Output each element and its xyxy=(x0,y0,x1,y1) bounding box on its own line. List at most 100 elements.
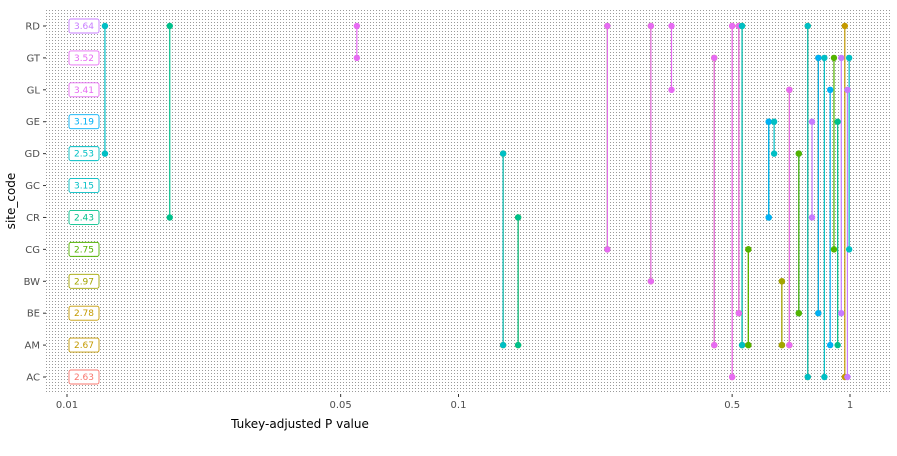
mean-label-bw: 2.97 xyxy=(68,273,100,289)
comparison-point xyxy=(745,341,752,349)
y-tick-label-rd: RD xyxy=(25,22,40,33)
comparison-point xyxy=(728,22,736,30)
comparison-point xyxy=(845,54,853,62)
comparison-point xyxy=(765,214,772,221)
x-axis-title: Tukey-adjusted P value xyxy=(230,417,369,431)
comparison-point xyxy=(728,373,736,381)
comparison-point xyxy=(604,246,611,253)
comparison-point xyxy=(499,150,507,157)
y-axis: AC AM BE BW CG CR GC GD GE GL GT RD xyxy=(24,22,46,384)
comparison-point xyxy=(838,309,845,317)
x-tick-label: 0.01 xyxy=(56,400,78,411)
comparison-point xyxy=(804,373,811,381)
mean-labels-layer: 3.64 3.52 3.41 3.19 2.53 3.15 2.43 2.75 2.97 2.78… xyxy=(68,18,100,385)
comparison-point xyxy=(834,118,841,125)
mean-label-gd: 2.53 xyxy=(68,146,100,162)
comparison-point xyxy=(711,341,718,349)
comparison-point xyxy=(795,150,803,157)
svg-text:3.15: 3.15 xyxy=(74,182,94,192)
comparison-point xyxy=(166,22,173,30)
comparison-point xyxy=(101,150,109,157)
svg-text:2.75: 2.75 xyxy=(74,245,94,255)
comparison-point xyxy=(770,118,778,125)
svg-text:3.19: 3.19 xyxy=(74,118,94,128)
svg-text:2.97: 2.97 xyxy=(74,277,94,287)
comparison-point xyxy=(821,373,828,381)
comparison-point xyxy=(815,54,822,62)
comparison-point xyxy=(844,86,851,94)
y-tick-label-ge: GE xyxy=(26,117,40,128)
svg-text:2.43: 2.43 xyxy=(74,213,94,223)
y-tick-label-gl: GL xyxy=(27,85,41,96)
comparison-point xyxy=(826,86,834,94)
comparison-point xyxy=(815,309,822,317)
comparison-point xyxy=(830,246,838,253)
comparison-point xyxy=(668,86,675,94)
y-tick-label-gc: GC xyxy=(25,181,40,192)
comparison-point xyxy=(604,22,611,30)
comparison-point xyxy=(844,373,851,381)
svg-text:3.52: 3.52 xyxy=(74,54,94,64)
comparison-point xyxy=(830,54,838,62)
mean-label-ge: 3.19 xyxy=(68,114,100,130)
segments-layer xyxy=(104,26,850,377)
comparison-point xyxy=(821,54,828,62)
mean-label-be: 2.78 xyxy=(68,305,100,321)
mean-label-cg: 2.75 xyxy=(68,241,100,257)
comparison-point xyxy=(166,214,173,221)
y-axis-title: site_code xyxy=(4,173,18,230)
comparison-point xyxy=(647,278,655,285)
comparison-point xyxy=(499,341,507,349)
comparison-point xyxy=(765,118,772,125)
comparison-point xyxy=(101,22,109,30)
y-tick-label-bw: BW xyxy=(24,277,41,288)
comparison-point xyxy=(353,54,361,62)
mean-label-gt: 3.52 xyxy=(68,50,100,66)
svg-text:2.63: 2.63 xyxy=(74,373,94,383)
comparison-point xyxy=(738,341,746,349)
comparison-point xyxy=(514,341,522,349)
comparison-point xyxy=(778,341,786,349)
comparison-point xyxy=(786,341,793,349)
comparison-point xyxy=(353,22,361,30)
comparison-point xyxy=(738,22,746,30)
comparison-point xyxy=(647,22,655,30)
mean-label-gc: 3.15 xyxy=(68,178,100,193)
plot-panel xyxy=(46,8,891,394)
mean-label-cr: 2.43 xyxy=(68,210,100,225)
comparison-point xyxy=(745,246,752,253)
comparison-point xyxy=(735,309,743,317)
comparison-point xyxy=(668,22,675,30)
mean-label-rd: 3.64 xyxy=(68,18,100,34)
x-tick-label: 0.05 xyxy=(330,400,352,411)
y-tick-label-ac: AC xyxy=(26,373,40,384)
svg-text:2.78: 2.78 xyxy=(74,309,94,319)
comparison-point xyxy=(770,150,778,157)
y-tick-label-gt: GT xyxy=(26,53,40,64)
comparison-point xyxy=(786,86,793,94)
comparison-point xyxy=(778,278,786,285)
comparison-point xyxy=(804,22,811,30)
comparison-point xyxy=(808,118,816,125)
comparison-point xyxy=(834,341,841,349)
x-axis: 0.01 0.05 0.1 0.5 1 xyxy=(56,394,853,411)
x-tick-label: 0.1 xyxy=(451,400,467,411)
comparison-point xyxy=(838,54,845,62)
comparison-point xyxy=(841,22,849,30)
comparison-point xyxy=(711,54,718,62)
comparison-point xyxy=(845,246,853,253)
y-tick-label-gd: GD xyxy=(25,149,41,160)
comparison-point xyxy=(808,214,816,221)
svg-text:2.53: 2.53 xyxy=(74,150,94,160)
x-tick-label: 0.5 xyxy=(724,400,740,411)
svg-text:3.41: 3.41 xyxy=(74,86,94,96)
y-tick-label-cr: CR xyxy=(26,213,40,224)
y-tick-label-cg: CG xyxy=(25,245,40,256)
comparison-point xyxy=(514,214,522,221)
y-tick-label-be: BE xyxy=(27,309,40,320)
points-layer xyxy=(101,22,853,381)
comparison-point xyxy=(795,309,803,317)
mean-label-am: 2.67 xyxy=(68,337,100,353)
svg-text:2.67: 2.67 xyxy=(74,341,94,351)
